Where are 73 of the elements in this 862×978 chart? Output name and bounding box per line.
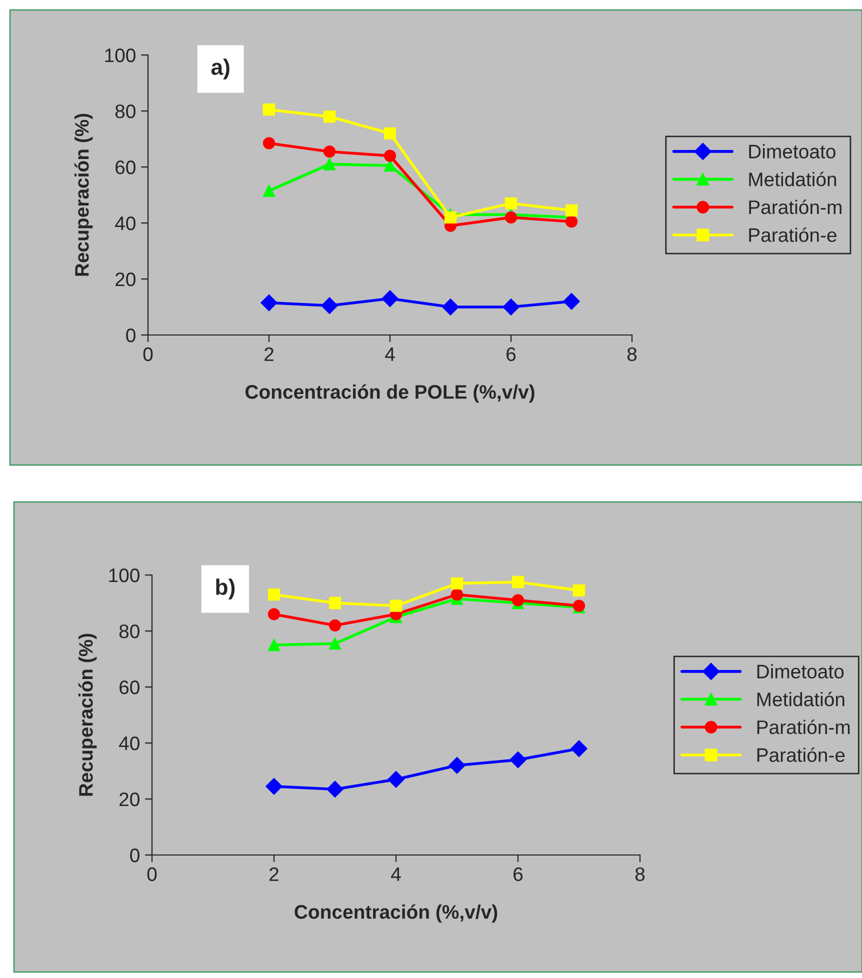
point — [323, 110, 336, 123]
annotation: a) — [211, 58, 230, 80]
point — [268, 588, 280, 601]
legend-label: Dimetoato — [749, 144, 836, 158]
point — [262, 184, 276, 197]
point — [382, 290, 398, 307]
x-axis-title: Concentración (%,v/v) — [294, 904, 498, 923]
x-tick-label: 6 — [514, 867, 523, 882]
y-tick-label: 40 — [115, 216, 136, 230]
x-tick-label: 8 — [635, 867, 645, 882]
point — [321, 297, 338, 314]
y-tick-label: 0 — [126, 328, 136, 342]
point — [510, 751, 526, 768]
point — [328, 619, 342, 632]
point — [328, 596, 342, 610]
y-tick-label: 20 — [116, 272, 136, 286]
point — [448, 757, 466, 774]
y-tick-label: 20 — [120, 792, 140, 806]
x-tick-label: 2 — [270, 867, 278, 881]
y-axis-title: Recuperación (%) — [78, 634, 97, 796]
y-tick-label: 100 — [105, 48, 136, 62]
point — [563, 293, 580, 310]
point — [502, 298, 520, 316]
legend-label: Paratión-e — [757, 747, 845, 762]
point — [268, 608, 280, 620]
y-tick-label: 80 — [119, 624, 140, 638]
point — [266, 778, 282, 795]
point — [390, 600, 402, 612]
x-tick-label: 4 — [391, 868, 401, 881]
point — [262, 104, 276, 116]
x-tick-label: 0 — [143, 347, 153, 362]
y-tick-label: 40 — [119, 736, 140, 750]
point — [326, 780, 344, 798]
legend-label: Dimetoato — [757, 664, 844, 678]
point — [565, 204, 578, 216]
point — [268, 638, 280, 652]
point — [262, 137, 276, 150]
legend-label: Metidatión — [757, 692, 844, 706]
x-axis-title: Concentración de POLE (%,v/v) — [245, 384, 534, 403]
point — [328, 638, 342, 650]
legend-label: Paratión-m — [749, 200, 842, 214]
y-tick-label: 60 — [120, 680, 140, 694]
point — [384, 150, 396, 162]
point — [323, 146, 336, 158]
x-tick-label: 6 — [506, 347, 516, 362]
point — [504, 197, 518, 210]
legend-label: Metidatión — [749, 172, 836, 186]
point — [565, 216, 578, 228]
legend-label: Paratión-e — [749, 227, 836, 242]
y-tick-label: 80 — [115, 104, 136, 118]
point — [260, 294, 278, 312]
point — [512, 594, 524, 606]
y-tick-label: 60 — [116, 160, 136, 174]
annotation: b) — [216, 578, 235, 600]
point — [570, 740, 588, 757]
point — [323, 158, 336, 170]
x-tick-label: 2 — [264, 347, 274, 361]
x-tick-label: 0 — [147, 867, 157, 882]
point — [504, 211, 518, 224]
point — [512, 576, 524, 588]
point — [384, 127, 396, 140]
x-tick-label: 8 — [627, 347, 637, 362]
point — [572, 584, 586, 596]
y-axis-title: Recuperación (%) — [74, 114, 93, 276]
y-tick-label: 0 — [130, 848, 140, 862]
x-tick-label: 4 — [385, 348, 395, 361]
point — [444, 211, 457, 224]
point — [442, 298, 459, 316]
legend-label: Paratión-m — [757, 720, 850, 734]
y-tick-label: 100 — [109, 568, 140, 582]
point — [450, 577, 464, 590]
point — [388, 771, 404, 788]
point — [450, 588, 464, 601]
